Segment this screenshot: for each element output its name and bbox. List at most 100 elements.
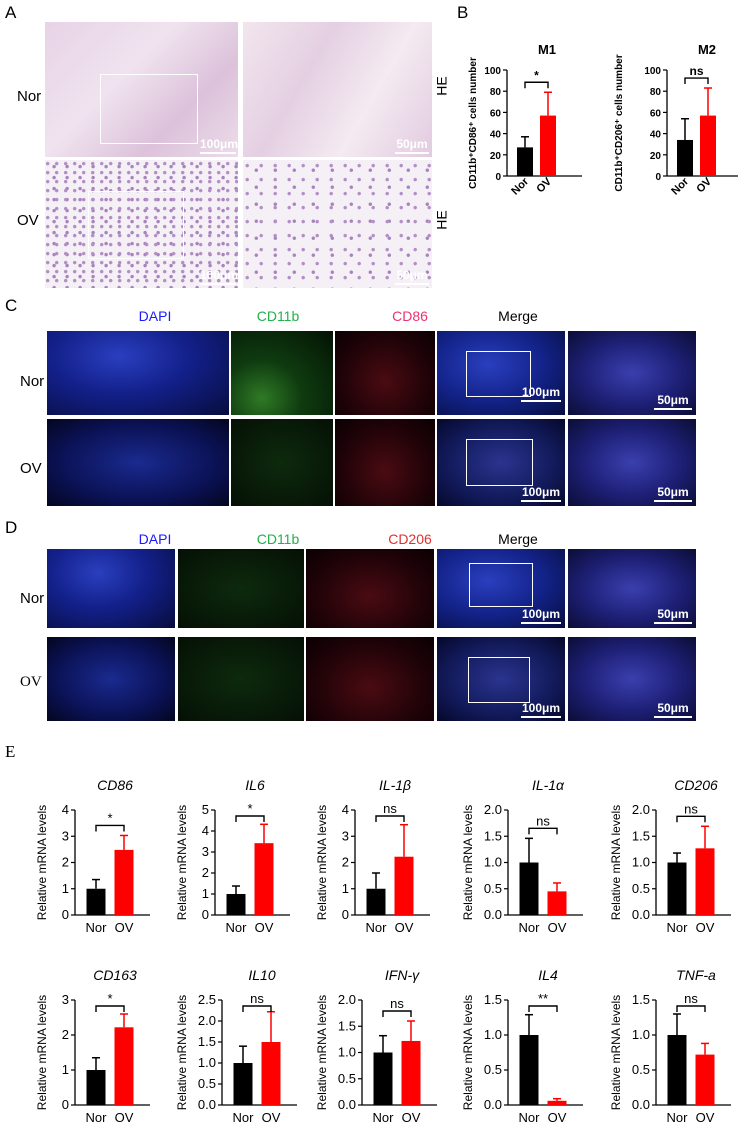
significance-bracket — [242, 1005, 272, 1012]
he-nor-zoom: 50μm — [243, 22, 432, 157]
bar-ov — [547, 1100, 567, 1105]
he-nor-overview: 100μm — [45, 22, 238, 157]
significance-bracket — [382, 1010, 412, 1017]
bar-nor — [86, 888, 106, 915]
chart-tnfa: TNF-a Relative mRNA levels 0.0 0.5 1.0 1.5 Nor… — [609, 967, 731, 1125]
stain-label-he: HE — [433, 210, 450, 230]
x-tick-label: Nor — [86, 920, 108, 935]
bar-nor — [667, 1035, 687, 1105]
x-tick-label: Nor — [519, 1110, 541, 1125]
y-tick-label: 0.5 — [484, 1062, 502, 1077]
y-tick-label: 4 — [202, 823, 209, 838]
y-tick-label: 0.5 — [484, 881, 502, 896]
y-axis-label: Relative mRNA levels — [461, 805, 475, 920]
y-tick-label: 0 — [62, 1097, 69, 1112]
chart-il6: IL6 Relative mRNA levels 0 1 2 3 4 5 Nor OV * — [175, 777, 290, 935]
significance-label: ns — [383, 801, 397, 816]
image-c-nor-cd11b — [231, 331, 333, 415]
x-tick-label: OV — [115, 1110, 134, 1125]
y-axis-label: Relative mRNA levels — [461, 995, 475, 1110]
y-tick-label: 2 — [62, 855, 69, 870]
bar-ov — [114, 1027, 134, 1105]
panel-label-d: D — [5, 518, 18, 537]
panel-label-a: A — [5, 3, 17, 22]
channel-label-cd86: CD86 — [392, 308, 428, 324]
x-tick-label: OV — [696, 1110, 715, 1125]
x-tick-label: Nor — [509, 175, 531, 197]
significance-bracket — [684, 77, 709, 85]
x-tick-label: Nor — [366, 920, 388, 935]
x-tick-label: OV — [402, 1110, 421, 1125]
bar-ov — [695, 1054, 715, 1105]
y-tick-label: 1.0 — [632, 855, 650, 870]
scale-bar: 50μm — [654, 393, 692, 410]
scale-bar: 100μm — [521, 485, 561, 502]
chart-m2: M2 CD11b⁺CD206⁺ cells number 0 20 40 60 80 100 N… — [614, 42, 738, 198]
x-tick-label: OV — [262, 1110, 281, 1125]
significance-bracket — [95, 824, 125, 832]
channel-label-cd11b: CD11b — [256, 308, 300, 324]
y-tick-label: 2 — [62, 1027, 69, 1042]
y-tick-label: 0.5 — [632, 881, 650, 896]
significance-bracket — [676, 1005, 706, 1012]
chart-title: M2 — [698, 42, 716, 57]
chart-title: CD86 — [97, 777, 133, 793]
y-tick-label: 1 — [62, 881, 69, 896]
y-tick-label: 1.0 — [632, 1027, 650, 1042]
y-tick-label: 0.5 — [198, 1076, 216, 1091]
channel-label-cd206: CD206 — [388, 531, 432, 547]
y-tick-label: 0.0 — [632, 1097, 650, 1112]
row-label-nor: Nor — [20, 590, 45, 607]
x-tick-label: Nor — [226, 920, 248, 935]
bar-nor — [86, 1070, 106, 1105]
y-axis-label: Relative mRNA levels — [175, 805, 189, 920]
bar-ov — [700, 115, 716, 176]
y-tick-label: 80 — [650, 87, 662, 98]
y-tick-label: 0.5 — [632, 1062, 650, 1077]
x-tick-label: OV — [694, 175, 714, 195]
y-tick-label: 0.0 — [198, 1097, 216, 1112]
y-tick-label: 80 — [490, 87, 502, 98]
y-tick-label: 1.5 — [632, 828, 650, 843]
bar-ov — [114, 849, 134, 915]
chart-il1a: IL-1α Relative mRNA levels 0.0 0.5 1.0 1.5 2.0… — [461, 777, 583, 935]
y-tick-label: 20 — [650, 151, 662, 162]
significance-label: ** — [538, 991, 548, 1006]
image-c-nor-dapi — [47, 331, 229, 415]
y-tick-label: 0.0 — [484, 907, 502, 922]
y-tick-label: 1.0 — [338, 1045, 356, 1060]
y-tick-label: 0 — [62, 907, 69, 922]
scale-bar: 50μm — [654, 701, 692, 718]
he-ov-zoom: 50μm — [243, 160, 432, 288]
image-d-ov-cd206 — [306, 637, 434, 721]
y-tick-label: 60 — [490, 108, 502, 119]
image-c-ov-zoom: 50μm — [568, 419, 696, 506]
image-c-ov-cd86 — [335, 419, 435, 506]
chart-il10: IL10 Relative mRNA levels 0.0 0.5 1.0 1.5 2.0 2… — [175, 967, 297, 1125]
bar-nor — [226, 894, 246, 915]
chart-cd86: CD86 Relative mRNA levels 0 1 2 3 4 Nor OV * — [35, 777, 150, 935]
x-tick-label: OV — [548, 1110, 567, 1125]
zoom-box — [88, 191, 184, 259]
bar-ov — [254, 843, 274, 915]
chart-il1b: IL-1β Relative mRNA levels 0 1 2 3 4 Nor OV ns — [315, 777, 430, 935]
chart-title: CD163 — [93, 967, 137, 983]
y-tick-label: 0 — [495, 172, 501, 183]
row-label-ov: OV — [20, 674, 42, 690]
scale-bar: 50μm — [395, 137, 429, 154]
stain-label-he: HE — [433, 76, 450, 96]
chart-title: IL-1β — [379, 777, 411, 793]
panel-label-b: B — [457, 3, 469, 22]
y-tick-label: 1.5 — [484, 992, 502, 1007]
zoom-box — [100, 74, 198, 144]
channel-label-merge: Merge — [498, 531, 538, 547]
x-tick-label: OV — [395, 920, 414, 935]
row-label-ov: OV — [17, 212, 39, 229]
zoom-box — [466, 351, 531, 397]
y-tick-label: 20 — [490, 151, 502, 162]
chart-cd206: CD206 Relative mRNA levels 0.0 0.5 1.0 1.5 2.0… — [609, 777, 731, 935]
y-tick-label: 2 — [202, 865, 209, 880]
x-tick-label: Nor — [667, 1110, 689, 1125]
channel-label-merge: Merge — [498, 308, 538, 324]
